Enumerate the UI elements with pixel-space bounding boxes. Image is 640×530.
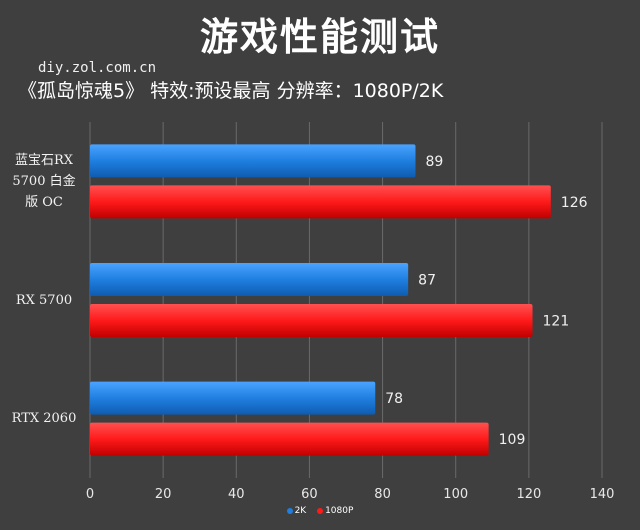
legend-label-1080p: 1080P [325, 506, 354, 516]
source-watermark: diy.zol.com.cn [38, 60, 157, 76]
data-label: 126 [561, 195, 588, 211]
bars [90, 144, 551, 456]
data-label: 109 [499, 432, 526, 448]
bar-1080p-2 [90, 422, 489, 456]
x-tick-label: 40 [228, 487, 245, 502]
data-label: 78 [385, 391, 403, 407]
data-labels: 89 126 87 121 78 109 [385, 154, 587, 448]
legend-swatch-2k [286, 507, 293, 514]
x-tick-label: 0 [86, 487, 94, 502]
legend-swatch-1080p [317, 507, 324, 514]
category-label: RTX 2060 [3, 408, 85, 429]
x-tick-label: 140 [590, 487, 615, 502]
bar-1080p-0 [90, 185, 551, 219]
legend-label-2k: 2K [294, 506, 307, 516]
x-tick-label: 20 [155, 487, 172, 502]
chart-subtitle: 《孤岛惊魂5》 特效:预设最高 分辨率：1080P/2K [18, 80, 444, 102]
bar-1080p-1 [90, 304, 533, 337]
bar-2k-2 [90, 381, 376, 415]
x-tick-label: 120 [516, 487, 541, 502]
legend-item-2k: 2K [286, 506, 307, 516]
grid-lines [89, 122, 603, 478]
legend: 2K 1080P [0, 506, 640, 516]
category-label: RX 5700 [3, 290, 85, 311]
x-axis-ticks: 0 20 40 60 80 100 120 140 [86, 487, 615, 502]
category-label-line: RX 5700 [15, 292, 73, 308]
x-tick-label: 100 [443, 487, 468, 502]
legend-item-1080p: 1080P [317, 506, 353, 516]
category-label-line: 版 OC [25, 194, 63, 210]
x-tick-label: 60 [301, 487, 318, 502]
category-label-line: 蓝宝石RX [14, 152, 74, 168]
x-tick-label: 80 [374, 487, 391, 502]
data-label: 87 [418, 273, 436, 289]
category-label: 蓝宝石RX 5700 白金版 OC [3, 150, 85, 213]
bar-2k-0 [90, 144, 416, 178]
chart-title: 游戏性能测试 [199, 15, 440, 59]
category-label-line: RTX 2060 [11, 411, 77, 427]
category-label-line: 5700 白金 [12, 173, 76, 189]
data-label: 89 [425, 154, 443, 170]
bar-2k-1 [90, 263, 409, 296]
data-label: 121 [543, 314, 570, 330]
